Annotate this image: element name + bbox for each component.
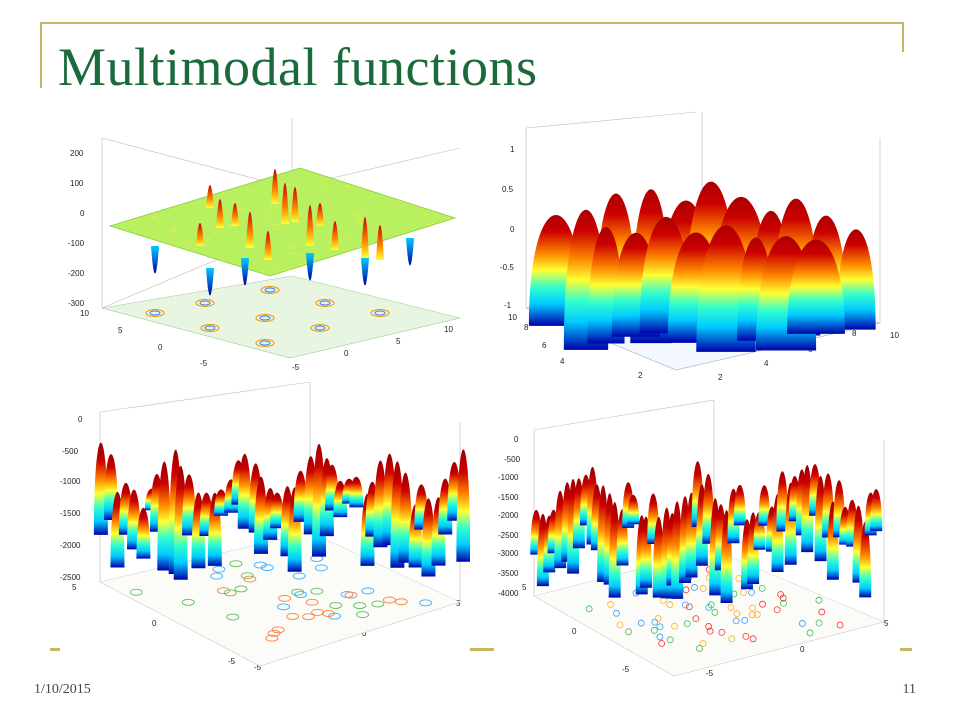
z-tick-label: 200	[70, 149, 84, 158]
x-tick-labels: -5 0 5	[706, 619, 889, 678]
y-tick-labels: 10 8 6 4 2	[508, 313, 643, 380]
x-tick-label: 0	[344, 349, 349, 358]
z-tick-labels: 0 -500 -1000 -1500 -2000 -2500	[60, 415, 83, 582]
contour-floor	[101, 275, 461, 359]
z-tick-label: -1500	[60, 509, 81, 518]
plot-bottom-left: 0 -500 -1000 -1500 -2000 -2500 5 0 -5 -5…	[60, 382, 470, 672]
z-tick-label: 0	[80, 209, 85, 218]
x-tick-label: 2	[718, 373, 723, 380]
x-tick-label: 4	[764, 359, 769, 368]
y-tick-label: 10	[80, 309, 89, 318]
plot-top-right: 1 0.5 0 -0.5 -1 10 8 6 4 2 2 4 6 8 10	[496, 108, 910, 380]
plot-bottom-right: 0 -500 -1000 -1500 -2000 -2500 -3000 -35…	[494, 400, 900, 684]
y-tick-labels: 5 0 -5	[72, 583, 236, 666]
z-tick-label: 0.5	[502, 185, 514, 194]
x-tick-label: 5	[884, 619, 889, 628]
footer-rule-right	[896, 648, 912, 651]
y-tick-label: 2	[638, 371, 643, 380]
y-tick-labels: 5 0 -5	[522, 583, 630, 674]
x-tick-label: 10	[890, 331, 899, 340]
y-tick-label: 0	[152, 619, 157, 628]
z-tick-label: 100	[70, 179, 84, 188]
x-tick-label: 10	[444, 325, 453, 334]
surface	[108, 167, 457, 296]
x-tick-label: -5	[292, 363, 300, 372]
surface-plot-top-right: 1 0.5 0 -0.5 -1 10 8 6 4 2 2 4 6 8 10	[500, 111, 899, 380]
surface	[530, 461, 883, 604]
y-tick-label: 10	[508, 313, 517, 322]
z-tick-label: -500	[62, 447, 79, 456]
x-tick-label: 0	[800, 645, 805, 654]
z-tick-label: -500	[504, 455, 521, 464]
y-tick-label: 6	[542, 341, 547, 350]
y-tick-label: -5	[622, 665, 630, 674]
plot-top-left: 200 100 0 -100 -200 -300 10 5 0 -5 -5 0 …	[60, 108, 470, 376]
slide-title: Multimodal functions	[58, 37, 538, 97]
z-tick-label: -300	[68, 299, 85, 308]
x-tick-label: -5	[254, 663, 262, 672]
slide-frame-left	[40, 22, 42, 88]
x-tick-labels: -5 0 5	[254, 599, 461, 672]
z-tick-label: -0.5	[500, 263, 514, 272]
y-tick-label: 5	[522, 583, 527, 592]
z-tick-labels: 0 -500 -1000 -1500 -2000 -2500 -3000 -35…	[498, 435, 521, 598]
z-tick-label: -3500	[498, 569, 519, 578]
z-tick-labels: 200 100 0 -100 -200 -300	[68, 149, 85, 308]
z-tick-label: -200	[68, 269, 85, 278]
footer-date: 1/10/2015	[34, 682, 91, 697]
z-tick-labels: 1 0.5 0 -0.5 -1	[500, 145, 515, 310]
y-tick-label: 5	[72, 583, 77, 592]
x-tick-label: -5	[706, 669, 714, 678]
z-tick-label: -2500	[498, 531, 519, 540]
z-tick-label: 1	[510, 145, 515, 154]
footer-rule-left	[50, 648, 68, 651]
slide-frame-right	[902, 22, 904, 52]
surface-plot-top-left: 200 100 0 -100 -200 -300 10 5 0 -5 -5 0 …	[68, 118, 461, 372]
y-tick-labels: 10 5 0 -5	[80, 309, 208, 368]
y-tick-label: 5	[118, 326, 123, 335]
surface	[93, 442, 470, 580]
footer-rule-middle	[470, 648, 496, 651]
y-tick-label: 0	[158, 343, 163, 352]
z-tick-label: 0	[514, 435, 519, 444]
x-tick-label: 0	[362, 629, 367, 638]
z-tick-label: -2000	[60, 541, 81, 550]
y-tick-label: 4	[560, 357, 565, 366]
z-tick-label: -4000	[498, 589, 519, 598]
z-tick-label: -1000	[498, 473, 519, 482]
z-tick-label: -1500	[498, 493, 519, 502]
y-tick-label: 8	[524, 323, 529, 332]
z-tick-label: -2500	[60, 573, 81, 582]
surface-plot-bottom-right: 0 -500 -1000 -1500 -2000 -2500 -3000 -35…	[498, 400, 889, 678]
surface	[528, 181, 876, 352]
x-tick-label: 8	[852, 329, 857, 338]
surface-plot-bottom-left: 0 -500 -1000 -1500 -2000 -2500 5 0 -5 -5…	[60, 382, 470, 672]
x-tick-labels: -5 0 5 10	[292, 325, 453, 372]
z-tick-label: 0	[510, 225, 515, 234]
page-number: 11	[902, 682, 916, 697]
z-tick-label: -1000	[60, 477, 81, 486]
y-tick-label: -5	[200, 359, 208, 368]
z-tick-label: -1	[504, 301, 512, 310]
slide-frame-top	[40, 22, 904, 24]
x-tick-label: 5	[456, 599, 461, 608]
z-tick-label: 0	[78, 415, 83, 424]
z-tick-label: -2000	[498, 511, 519, 520]
y-tick-label: 0	[572, 627, 577, 636]
z-tick-label: -3000	[498, 549, 519, 558]
y-tick-label: -5	[228, 657, 236, 666]
x-tick-label: 5	[396, 337, 401, 346]
z-tick-label: -100	[68, 239, 85, 248]
